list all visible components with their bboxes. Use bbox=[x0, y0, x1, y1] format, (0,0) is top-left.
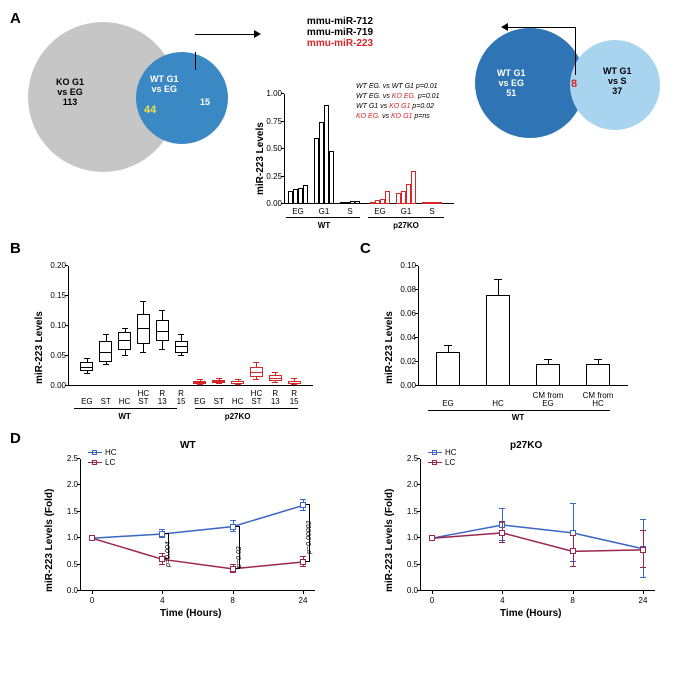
panel-c: C miR-223 Levels 0.000.020.040.060.080.1… bbox=[360, 240, 680, 430]
panel-b-boxplot: miR-223 Levels 0.000.050.100.150.20EGSTH… bbox=[40, 254, 320, 422]
panel-b-label: B bbox=[10, 240, 21, 257]
left-venn-wt-right: 15 bbox=[200, 97, 210, 107]
right-venn-circle-eg bbox=[475, 28, 585, 138]
left-venn-ko-label: KO G1 vs EG 113 bbox=[56, 77, 84, 107]
panel-a: A KO G1 vs EG 113 WT G1 vs EG 44 15 mmu-… bbox=[10, 10, 690, 240]
legend-item: LC bbox=[88, 458, 115, 467]
panel-b: B miR-223 Levels 0.000.050.100.150.20EGS… bbox=[10, 240, 330, 430]
panel-a-ylabel: miR-223 Levels bbox=[255, 122, 266, 195]
left-venn: KO G1 vs EG 113 WT G1 vs EG 44 15 bbox=[28, 22, 228, 182]
right-venn-s-label: WT G1 vs S 37 bbox=[603, 66, 632, 96]
panel-d-ko-chart: miR-223 Levels (Fold) Time (Hours) p27KO… bbox=[390, 442, 670, 617]
right-venn-eg-label: WT G1 vs EG 51 bbox=[497, 68, 526, 98]
right-venn: WT G1 vs EG 51 WT G1 vs S 37 8 bbox=[475, 28, 685, 168]
panel-d-label: D bbox=[10, 430, 21, 447]
right-venn-overlap: 8 bbox=[571, 78, 577, 90]
left-venn-circle-wt bbox=[136, 52, 228, 144]
left-venn-wt-label: WT G1 vs EG bbox=[150, 74, 179, 94]
stat-text: WT G1 vs KO G1 p=0.02 bbox=[356, 103, 434, 110]
mir-223: mmu-miR-223 bbox=[275, 38, 405, 49]
p-value: p=0.02 bbox=[236, 546, 243, 568]
y-axis bbox=[284, 94, 285, 204]
stat-text: WT EG. vs WT G1 p=0.01 bbox=[356, 83, 438, 90]
panel-d: D miR-223 Levels (Fold) Time (Hours) WT … bbox=[10, 430, 690, 630]
panel-c-label: C bbox=[360, 240, 371, 257]
panel-a-barchart: miR-223 Levels 0.000.250.500.751.00EGG1S… bbox=[260, 75, 460, 230]
panel-a-label: A bbox=[10, 10, 21, 27]
panel-c-barchart: miR-223 Levels 0.000.020.040.060.080.10E… bbox=[390, 254, 670, 422]
p-value: p=0.00002 bbox=[306, 520, 313, 553]
mir-712: mmu-miR-712 bbox=[275, 16, 405, 27]
legend-item: HC bbox=[88, 448, 117, 457]
panel-d-wt-chart: miR-223 Levels (Fold) Time (Hours) WT 0.… bbox=[50, 442, 330, 617]
legend-item: LC bbox=[428, 458, 455, 467]
p-value: p=0.004 bbox=[165, 541, 172, 567]
stat-text: KO EG. vs KO G1 p=ns bbox=[356, 113, 430, 120]
panel-c-ylabel: miR-223 Levels bbox=[384, 311, 395, 384]
legend-item: HC bbox=[428, 448, 457, 457]
stat-text: WT EG. vs KO EG. p=0.01 bbox=[356, 93, 439, 100]
mir-list: mmu-miR-712 mmu-miR-719 mmu-miR-223 bbox=[275, 16, 405, 49]
mir-719: mmu-miR-719 bbox=[275, 27, 405, 38]
left-venn-overlap: 44 bbox=[144, 104, 156, 116]
